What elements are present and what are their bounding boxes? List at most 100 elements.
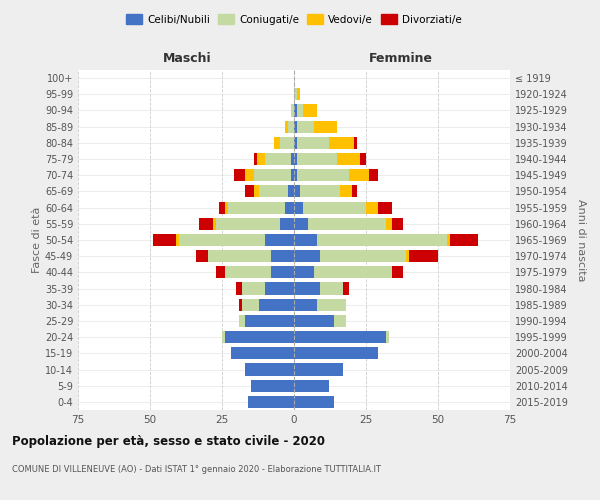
Bar xyxy=(216,218,280,230)
Bar xyxy=(199,218,214,230)
Bar xyxy=(280,218,294,230)
Bar xyxy=(409,250,438,262)
Bar xyxy=(294,348,377,360)
Bar xyxy=(251,380,294,392)
Bar xyxy=(225,202,228,213)
Bar xyxy=(294,104,297,117)
Bar xyxy=(355,137,358,149)
Bar xyxy=(294,396,334,408)
Bar xyxy=(406,250,409,262)
Bar xyxy=(334,315,346,327)
Bar xyxy=(320,250,406,262)
Bar xyxy=(294,250,320,262)
Bar xyxy=(291,169,294,181)
Bar xyxy=(242,282,265,294)
Bar xyxy=(392,266,403,278)
Bar xyxy=(294,202,302,213)
Bar xyxy=(176,234,179,246)
Bar xyxy=(222,331,225,343)
Bar xyxy=(245,315,294,327)
Bar xyxy=(286,202,294,213)
Bar xyxy=(294,315,334,327)
Bar xyxy=(352,186,358,198)
Bar xyxy=(214,218,216,230)
Bar xyxy=(294,364,343,376)
Bar xyxy=(446,234,449,246)
Bar xyxy=(349,169,369,181)
Bar xyxy=(302,104,317,117)
Bar xyxy=(216,266,225,278)
Bar xyxy=(320,282,343,294)
Bar xyxy=(291,104,294,117)
Bar xyxy=(245,169,254,181)
Bar xyxy=(302,202,366,213)
Bar xyxy=(288,120,294,132)
Bar xyxy=(196,250,208,262)
Bar xyxy=(230,348,294,360)
Bar xyxy=(386,331,389,343)
Bar xyxy=(340,186,352,198)
Bar xyxy=(314,120,337,132)
Bar xyxy=(236,282,242,294)
Bar xyxy=(259,298,294,311)
Bar xyxy=(274,137,280,149)
Bar xyxy=(257,153,265,165)
Bar xyxy=(337,153,360,165)
Legend: Celibi/Nubili, Coniugati/e, Vedovi/e, Divorziati/e: Celibi/Nubili, Coniugati/e, Vedovi/e, Di… xyxy=(122,10,466,29)
Text: Maschi: Maschi xyxy=(163,52,212,65)
Bar xyxy=(314,266,392,278)
Text: Popolazione per età, sesso e stato civile - 2020: Popolazione per età, sesso e stato civil… xyxy=(12,435,325,448)
Bar xyxy=(225,266,271,278)
Bar xyxy=(254,186,259,198)
Bar xyxy=(308,218,386,230)
Bar xyxy=(248,396,294,408)
Bar xyxy=(228,202,286,213)
Bar xyxy=(153,234,176,246)
Bar xyxy=(294,282,320,294)
Bar xyxy=(245,364,294,376)
Text: Femmine: Femmine xyxy=(368,52,433,65)
Bar xyxy=(233,169,245,181)
Bar xyxy=(294,186,300,198)
Bar xyxy=(254,153,257,165)
Bar xyxy=(265,153,291,165)
Bar xyxy=(245,186,254,198)
Bar xyxy=(294,234,317,246)
Bar xyxy=(294,218,308,230)
Y-axis label: Anni di nascita: Anni di nascita xyxy=(576,198,586,281)
Bar xyxy=(294,266,314,278)
Bar xyxy=(300,186,340,198)
Bar xyxy=(254,169,291,181)
Bar xyxy=(317,234,446,246)
Bar xyxy=(265,282,294,294)
Bar xyxy=(239,298,242,311)
Bar xyxy=(294,137,297,149)
Bar xyxy=(259,186,288,198)
Bar xyxy=(291,153,294,165)
Text: COMUNE DI VILLENEUVE (AO) - Dati ISTAT 1° gennaio 2020 - Elaborazione TUTTITALIA: COMUNE DI VILLENEUVE (AO) - Dati ISTAT 1… xyxy=(12,465,381,474)
Bar xyxy=(297,120,314,132)
Bar xyxy=(219,202,225,213)
Bar xyxy=(271,250,294,262)
Bar xyxy=(392,218,403,230)
Bar xyxy=(297,153,337,165)
Bar xyxy=(294,120,297,132)
Bar xyxy=(297,169,349,181)
Bar xyxy=(343,282,349,294)
Y-axis label: Fasce di età: Fasce di età xyxy=(32,207,42,273)
Bar xyxy=(225,331,294,343)
Bar xyxy=(294,331,386,343)
Bar xyxy=(317,298,346,311)
Bar xyxy=(360,153,366,165)
Bar xyxy=(329,137,355,149)
Bar xyxy=(286,120,288,132)
Bar xyxy=(294,153,297,165)
Bar xyxy=(294,169,297,181)
Bar xyxy=(294,88,297,101)
Bar xyxy=(208,250,271,262)
Bar xyxy=(449,234,478,246)
Bar xyxy=(369,169,377,181)
Bar xyxy=(297,104,302,117)
Bar xyxy=(239,315,245,327)
Bar xyxy=(179,234,265,246)
